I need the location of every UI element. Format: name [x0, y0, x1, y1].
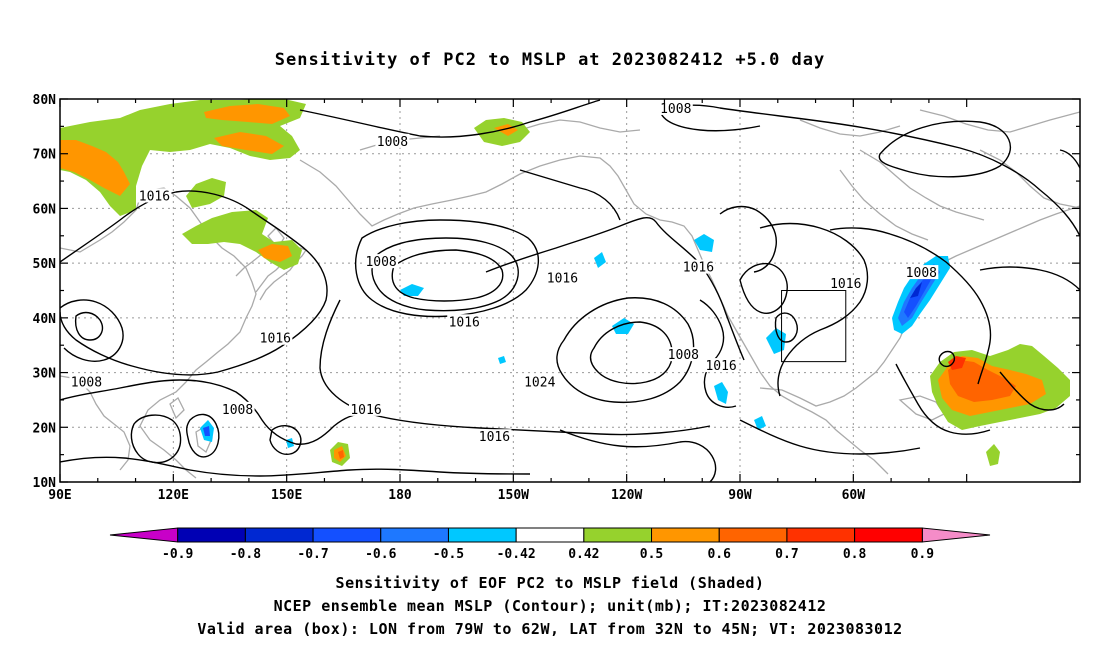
contour-label: 1008 — [377, 135, 408, 150]
lat-label: 30N — [33, 367, 57, 382]
lat-lon-grid — [60, 99, 1080, 482]
contour-label-bg — [447, 314, 482, 329]
lat-label: 20N — [33, 421, 57, 436]
lon-label: 120W — [611, 488, 642, 503]
contour-labels: 1008 1008 1016 1008 1008 1016 1016 1016 1016 1016… — [69, 100, 939, 445]
contour-label: 1016 — [139, 189, 170, 204]
colorbar-swatch — [515, 527, 585, 543]
colorbar-label: 0.5 — [640, 547, 663, 562]
colorbar: -0.9 -0.8 -0.7 -0.6 -0.5 -0.42 0.42 0.5 0.6 0.7 0.… — [109, 527, 991, 562]
contour-label: 1024 — [524, 376, 555, 391]
lon-label: 150W — [498, 488, 529, 503]
contour-label-bg — [349, 401, 383, 416]
contour-label: 1008 — [668, 348, 699, 363]
contour-label-bg — [704, 358, 739, 373]
contour-label-bg — [137, 188, 172, 203]
caption-shading: Sensitivity of EOF PC2 to MSLP field (Sh… — [335, 574, 765, 592]
lon-label: 90W — [728, 488, 752, 503]
contour-label-bg — [828, 276, 863, 291]
sensitivity-shading — [60, 99, 1070, 466]
colorbar-label: -0.7 — [297, 547, 328, 562]
contour-label: 1016 — [350, 403, 381, 418]
contour-label: 1016 — [449, 315, 480, 330]
colorbar-swatch — [854, 527, 923, 543]
contour-label-bg — [69, 374, 104, 389]
contour-label: 1008 — [71, 376, 102, 391]
colorbar-label: -0.6 — [365, 547, 396, 562]
contour-label-bg — [258, 330, 293, 345]
contour-label: 1016 — [830, 277, 861, 292]
lon-label: 90E — [48, 488, 71, 503]
lon-label: 180 — [388, 488, 412, 503]
colorbar-max-arrow — [921, 527, 991, 543]
lat-label: 50N — [33, 257, 57, 272]
caption-valid-area: Valid area (box): LON from 79W to 62W, L… — [197, 620, 903, 638]
colorbar-label: -0.8 — [230, 547, 261, 562]
contour-label-bg — [522, 374, 557, 389]
lon-label: 150E — [271, 488, 302, 503]
lat-label: 70N — [33, 148, 57, 163]
lat-label: 40N — [33, 312, 57, 327]
colorbar-swatch — [177, 527, 246, 543]
colorbar-swatch — [447, 527, 517, 543]
contour-label: 1008 — [906, 266, 937, 281]
colorbar-swatch — [380, 527, 449, 543]
contour-label: 1008 — [660, 102, 691, 117]
contour-label: 1008 — [222, 403, 253, 418]
contour-label-bg — [545, 270, 580, 285]
colorbar-swatch — [312, 527, 382, 543]
contour-label-bg — [375, 133, 410, 148]
colorbar-swatch — [786, 527, 856, 543]
colorbar-label: 0.8 — [843, 547, 867, 562]
contour-label: 1016 — [547, 272, 578, 287]
colorbar-label: 0.7 — [775, 547, 798, 562]
valid-area-box — [781, 290, 847, 363]
plot-area: 1008 1008 1016 1008 1008 1016 1016 1016 1016 1016… — [60, 99, 1080, 482]
lon-label: 120E — [158, 488, 189, 503]
colorbar-swatch — [718, 527, 788, 543]
colorbar-swatch — [244, 527, 314, 543]
colorbar-min-arrow — [109, 527, 179, 543]
lat-label: 60N — [33, 202, 57, 217]
contour-label-bg — [658, 100, 693, 115]
contour-label: 1008 — [365, 255, 396, 270]
colorbar-label: 0.6 — [707, 547, 731, 562]
lat-label: 10N — [33, 476, 57, 491]
contour-label: 1016 — [260, 332, 291, 347]
colorbar-swatch — [583, 527, 653, 543]
map-title: Sensitivity of PC2 to MSLP at 2023082412… — [274, 50, 826, 70]
colorbar-swatch — [651, 527, 720, 543]
colorbar-label: 0.9 — [911, 547, 934, 562]
caption-contour: NCEP ensemble mean MSLP (Contour); unit(… — [273, 597, 827, 615]
colorbar-label: -0.42 — [497, 547, 536, 562]
contour-label: 1016 — [705, 359, 736, 374]
axis-ticks — [59, 98, 1080, 483]
contour-label-bg — [681, 259, 716, 274]
lat-label: 80N — [33, 93, 57, 108]
contour-label-bg — [666, 347, 701, 362]
colorbar-label: -0.5 — [433, 547, 464, 562]
colorbar-label: -0.9 — [162, 547, 193, 562]
contour-label-bg — [477, 429, 512, 444]
contour-label: 1016 — [683, 261, 714, 276]
lon-label: 60W — [842, 488, 866, 503]
contour-label-bg — [904, 265, 939, 280]
contour-label-bg — [364, 254, 399, 269]
contour-label-bg — [220, 401, 255, 416]
colorbar-label: 0.42 — [568, 547, 599, 562]
contour-label: 1016 — [479, 430, 510, 445]
